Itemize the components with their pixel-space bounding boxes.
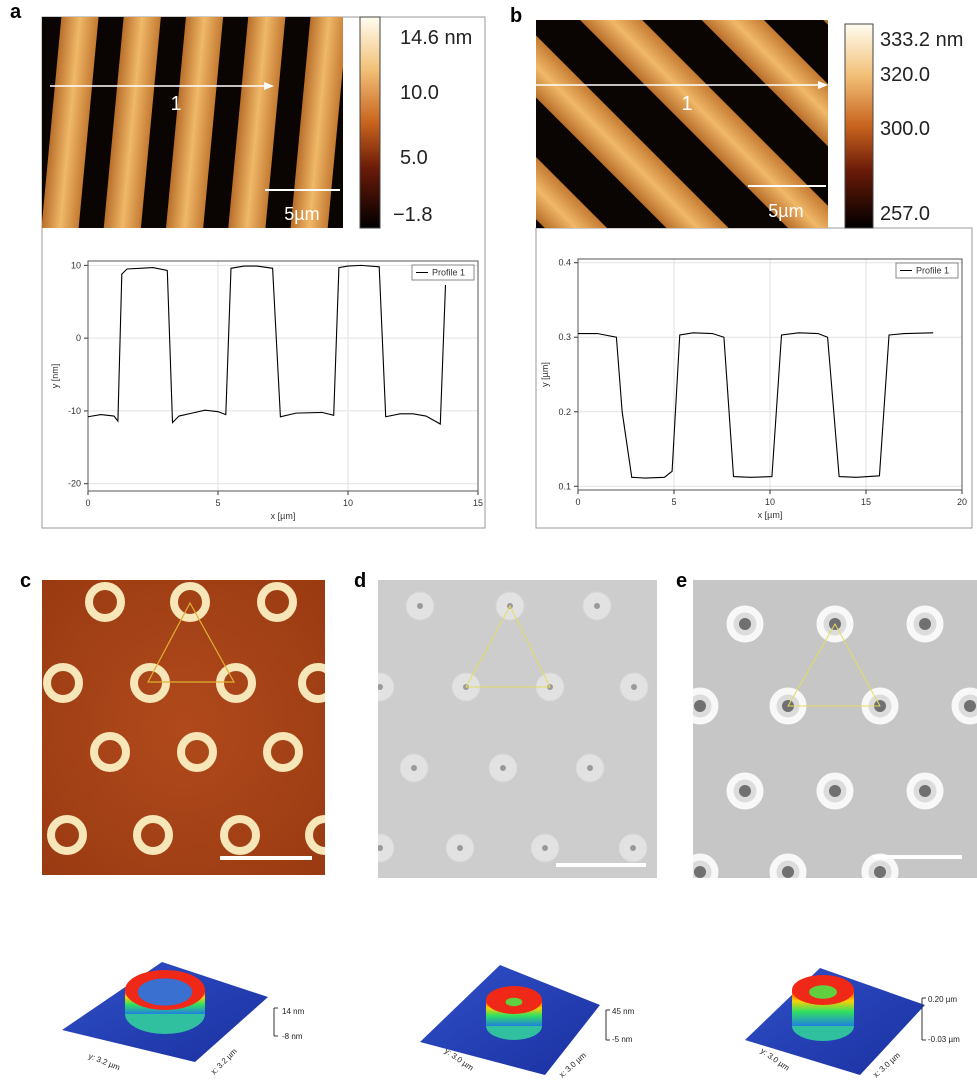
- page: AFM and SEM figure {"panel_labels": ["a"…: [0, 0, 977, 1080]
- ring-hole: [500, 765, 506, 771]
- panel-label: b: [510, 5, 522, 27]
- x-tick-label: 5: [215, 498, 220, 508]
- y-tick-label: 0.2: [558, 407, 571, 417]
- x-axis-title: x [µm]: [271, 511, 296, 521]
- x-axis-title: x [µm]: [758, 510, 783, 520]
- ring-hole: [631, 684, 637, 690]
- ring-hole: [417, 603, 423, 609]
- y-tick-label: -20: [68, 479, 81, 489]
- panel-label: c: [20, 570, 31, 592]
- x-tick-label: 5: [671, 497, 676, 507]
- profile-label: 1: [170, 93, 181, 115]
- panel-label: a: [10, 1, 22, 23]
- colorbar-label: 320.0: [880, 64, 930, 86]
- y-tick-label: 0.4: [558, 258, 571, 268]
- x-tick-label: 20: [957, 497, 967, 507]
- ring-hole: [964, 700, 976, 712]
- y-axis-title: y [µm]: [540, 362, 550, 387]
- panel-label: e: [676, 570, 687, 592]
- ring-hole: [457, 845, 463, 851]
- ring-hole: [587, 765, 593, 771]
- ring-hole: [829, 785, 841, 797]
- colorbar: [845, 24, 873, 228]
- z-label: -8 nm: [282, 1032, 303, 1041]
- y-tick-label: 10: [71, 260, 81, 270]
- z-label: -0.03 µm: [928, 1035, 960, 1044]
- scale-bar-label: 5µm: [768, 201, 803, 221]
- pillar-hole: [138, 978, 192, 1005]
- ring-hole: [411, 765, 417, 771]
- ring-hole: [874, 866, 886, 878]
- scale-bar-label: 5µm: [284, 204, 319, 224]
- x-axis-label: x: 3.0 µm: [557, 1050, 588, 1079]
- ring-hole: [782, 866, 794, 878]
- pillar-hole: [506, 998, 523, 1006]
- x-tick-label: 0: [85, 498, 90, 508]
- x-tick-label: 15: [861, 497, 871, 507]
- legend-label: Profile 1: [916, 266, 949, 276]
- y-tick-label: 0: [76, 333, 81, 343]
- ring-hole: [542, 845, 548, 851]
- ring-hole: [694, 700, 706, 712]
- colorbar-label: 257.0: [880, 203, 930, 225]
- colorbar: [360, 17, 380, 228]
- figure: a b c d e 1 5µm 14.6 nm 10.0 5.0 −1.8 1 …: [0, 0, 977, 1080]
- pillar-hole: [809, 985, 837, 999]
- y-axis-label: y: 3.2 µm: [87, 1052, 121, 1073]
- ring-hole: [377, 684, 383, 690]
- x-tick-label: 15: [473, 498, 483, 508]
- y-tick-label: 0.1: [558, 481, 571, 491]
- colorbar-label: 333.2 nm: [880, 29, 963, 51]
- colorbar-label: 14.6 nm: [400, 27, 472, 49]
- sem-image: [378, 580, 657, 878]
- x-axis-label: x: 3.2 µm: [209, 1046, 239, 1076]
- ring-hole: [919, 785, 931, 797]
- x-tick-label: 10: [343, 498, 353, 508]
- ring-hole: [594, 603, 600, 609]
- afm-map: [536, 20, 828, 228]
- z-label: 0.20 µm: [928, 995, 957, 1004]
- profile-label: 1: [681, 93, 692, 115]
- x-tick-label: 0: [575, 497, 580, 507]
- y-tick-label: 0.3: [558, 332, 571, 342]
- z-label: 14 nm: [282, 1007, 305, 1016]
- ring-hole: [739, 785, 751, 797]
- ring-hole: [377, 845, 383, 851]
- ring-hole: [739, 618, 751, 630]
- colorbar-label: −1.8: [393, 204, 432, 226]
- legend-label: Profile 1: [432, 268, 465, 278]
- profile-chart: 0 5 10 15 -20 -10 0 10 x [µm] y [nm] Profile 1: [50, 260, 483, 521]
- colorbar-label: 5.0: [400, 147, 428, 169]
- afm-map: [42, 17, 343, 228]
- x-tick-label: 10: [765, 497, 775, 507]
- profile-chart: 0 5 10 15 20 0.1 0.2 0.3 0.4 x [µm] y [µm] Profile …: [540, 258, 967, 520]
- colorbar-label: 300.0: [880, 118, 930, 140]
- panel-label: d: [354, 570, 366, 592]
- y-axis-title: y [nm]: [50, 364, 60, 389]
- page-body: a b c d e 1 5µm 14.6 nm 10.0 5.0 −1.8 1 …: [0, 0, 977, 1080]
- z-label: 45 nm: [612, 1007, 635, 1016]
- z-label: -5 nm: [612, 1035, 633, 1044]
- plot-area: [88, 261, 478, 491]
- ring-hole: [630, 845, 636, 851]
- ring-hole: [919, 618, 931, 630]
- y-tick-label: -10: [68, 406, 81, 416]
- colorbar-label: 10.0: [400, 82, 439, 104]
- ring-hole: [694, 866, 706, 878]
